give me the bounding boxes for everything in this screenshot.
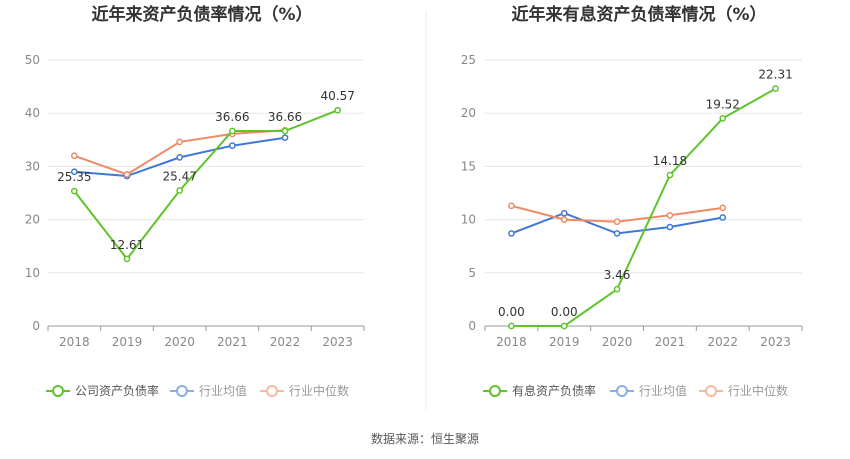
x-tick-label: 2020 bbox=[164, 335, 195, 349]
chart-title: 近年来有息资产负债率情况（%） bbox=[511, 4, 766, 25]
data-point bbox=[228, 142, 236, 150]
data-point bbox=[334, 106, 342, 114]
legend-item: 行业均值 bbox=[610, 383, 687, 398]
y-tick-label: 0 bbox=[468, 319, 476, 333]
data-label: 12.61 bbox=[110, 238, 144, 252]
x-tick-label: 2022 bbox=[707, 335, 738, 349]
legend-label: 行业均值 bbox=[639, 383, 687, 398]
legend-label: 有息资产负债率 bbox=[512, 383, 596, 398]
data-point bbox=[123, 255, 131, 263]
x-tick-label: 2020 bbox=[602, 335, 633, 349]
x-tick-label: 2023 bbox=[760, 335, 791, 349]
data-point bbox=[719, 114, 727, 122]
legend-item: 行业中位数 bbox=[699, 383, 788, 398]
data-label: 19.52 bbox=[706, 97, 740, 111]
legend-label: 行业中位数 bbox=[289, 383, 349, 398]
x-tick-label: 2019 bbox=[549, 335, 580, 349]
y-tick-label: 0 bbox=[32, 319, 40, 333]
data-point bbox=[613, 285, 621, 293]
legend-marker bbox=[616, 385, 628, 397]
data-label: 40.57 bbox=[320, 89, 354, 103]
data-point bbox=[228, 127, 236, 135]
y-tick-label: 5 bbox=[468, 266, 476, 280]
data-point bbox=[176, 138, 184, 146]
data-label: 3.46 bbox=[604, 268, 631, 282]
legend-marker bbox=[52, 385, 64, 397]
data-point bbox=[613, 218, 621, 226]
data-label: 25.47 bbox=[162, 169, 196, 183]
source-label: 数据来源：恒生聚源 bbox=[371, 431, 479, 446]
data-point bbox=[176, 154, 184, 161]
legend-label: 行业中位数 bbox=[728, 383, 788, 398]
data-point bbox=[70, 187, 78, 195]
legend-marker bbox=[705, 385, 717, 397]
x-tick-label: 2018 bbox=[59, 335, 90, 349]
y-tick-label: 15 bbox=[461, 159, 476, 173]
data-point bbox=[508, 202, 515, 210]
data-point bbox=[666, 171, 674, 179]
legend-marker bbox=[176, 385, 188, 397]
data-label: 14.18 bbox=[653, 154, 687, 168]
legend-item: 行业中位数 bbox=[260, 383, 349, 398]
data-point bbox=[176, 187, 184, 194]
y-tick-label: 20 bbox=[461, 106, 476, 120]
data-point bbox=[560, 322, 568, 330]
series-line-0 bbox=[73, 109, 339, 261]
data-label: 0.00 bbox=[551, 305, 578, 319]
chart-2: 近年来有息资产负债率情况（%） 0 5 10 15 20 25 2018 2019 2020 202… bbox=[461, 4, 803, 398]
chart-title: 近年来资产负债率情况（%） bbox=[91, 4, 312, 25]
x-tick-label: 2022 bbox=[270, 335, 301, 349]
data-point bbox=[560, 209, 568, 217]
y-tick-label: 30 bbox=[25, 159, 40, 173]
data-point bbox=[281, 134, 289, 142]
legend-label: 行业均值 bbox=[199, 383, 247, 398]
y-tick-label: 50 bbox=[25, 53, 40, 67]
legend-marker bbox=[489, 385, 501, 397]
data-point bbox=[666, 211, 674, 219]
data-point bbox=[70, 168, 78, 176]
data-label: 36.66 bbox=[268, 110, 302, 124]
data-point bbox=[70, 152, 78, 160]
legend-item: 行业均值 bbox=[170, 383, 247, 398]
y-tick-label: 10 bbox=[461, 213, 476, 227]
data-point bbox=[281, 127, 289, 135]
x-tick-label: 2023 bbox=[322, 335, 353, 349]
legend-item: 有息资产负债率 bbox=[483, 383, 596, 398]
x-tick-label: 2018 bbox=[496, 335, 527, 349]
data-point bbox=[123, 171, 131, 178]
y-tick-label: 10 bbox=[25, 266, 40, 280]
data-point bbox=[560, 216, 568, 223]
data-label: 25.35 bbox=[57, 170, 91, 184]
series-line-0 bbox=[511, 87, 777, 327]
data-label: 36.66 bbox=[215, 110, 249, 124]
x-tick-label: 2019 bbox=[112, 335, 143, 349]
data-point bbox=[508, 322, 515, 330]
series-line-2 bbox=[73, 129, 286, 176]
legend-item: 公司资产负债率 bbox=[46, 383, 159, 398]
legend-marker bbox=[266, 385, 278, 397]
data-point bbox=[508, 230, 515, 237]
data-point bbox=[772, 85, 779, 92]
data-point bbox=[613, 230, 621, 237]
x-tick-label: 2021 bbox=[655, 335, 686, 349]
data-label: 22.31 bbox=[758, 68, 792, 82]
legend-label: 公司资产负债率 bbox=[75, 383, 159, 398]
data-point bbox=[719, 214, 727, 221]
data-point bbox=[666, 223, 674, 231]
y-tick-label: 40 bbox=[25, 106, 40, 120]
chart-1: 近年来资产负债率情况（%） 0 10 20 30 40 50 2018 2019 2020 2021… bbox=[25, 4, 365, 398]
data-point bbox=[719, 204, 727, 212]
data-label: 0.00 bbox=[498, 305, 525, 319]
y-tick-label: 25 bbox=[461, 53, 476, 67]
x-tick-label: 2021 bbox=[217, 335, 248, 349]
y-tick-label: 20 bbox=[25, 213, 40, 227]
